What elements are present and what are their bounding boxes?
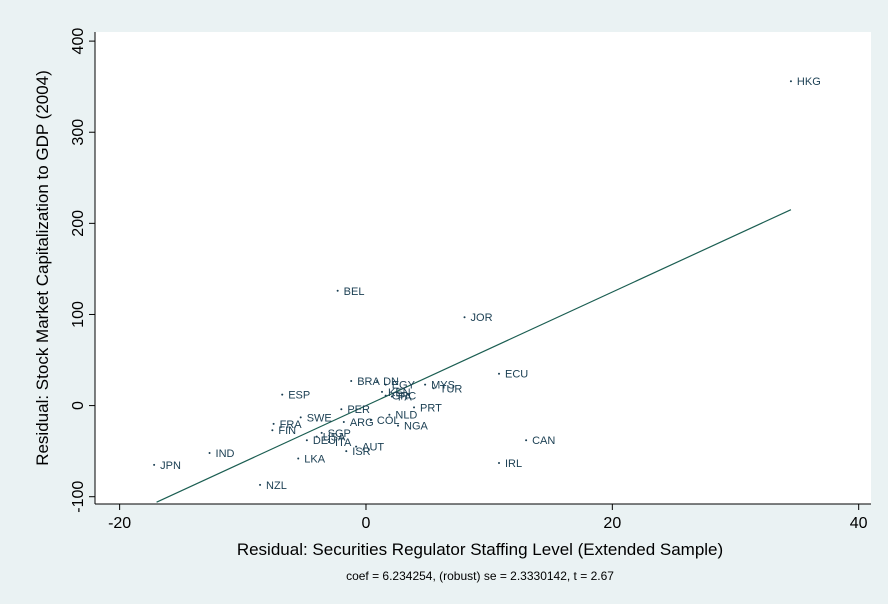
point-label: CAN	[532, 435, 555, 447]
regression-note: coef = 6.234254, (robust) se = 2.3330142…	[346, 569, 614, 583]
point-label: ECU	[505, 369, 528, 381]
data-point	[342, 420, 345, 423]
data-point	[153, 463, 156, 466]
x-tick-label: 0	[362, 515, 371, 532]
data-point	[525, 439, 528, 442]
data-point	[376, 379, 379, 382]
data-point	[336, 289, 339, 292]
x-tick-label: -20	[108, 515, 131, 532]
data-point	[432, 387, 435, 390]
point-label: HKG	[797, 76, 821, 88]
y-tick-label: 400	[70, 28, 87, 55]
x-tick-label: 40	[850, 515, 868, 532]
data-point	[345, 450, 348, 453]
data-point	[498, 461, 501, 464]
fit-line	[156, 209, 792, 503]
point-label: ITA	[335, 437, 352, 449]
x-axis-title: Residual: Securities Regulator Staffing …	[237, 540, 723, 559]
data-point	[388, 413, 391, 416]
x-tick-label: 20	[603, 515, 621, 532]
data-point	[380, 390, 383, 393]
y-tick-label: -100	[70, 481, 87, 513]
data-point	[384, 383, 387, 386]
data-point	[272, 422, 275, 425]
x-axis-ticks: -20 0 20 40	[108, 504, 868, 532]
data-point	[328, 441, 331, 444]
point-label: COL	[377, 415, 400, 427]
y-axis-ticks: -100 0 100 200 300 400	[70, 28, 95, 513]
point-label: BEL	[344, 286, 365, 298]
data-point	[315, 435, 318, 438]
data-point	[208, 451, 211, 454]
point-label: TUR	[440, 383, 463, 395]
point-label: PRT	[420, 402, 442, 414]
data-point	[355, 445, 358, 448]
point-label: DEU	[313, 435, 336, 447]
point-label: ARG	[350, 417, 374, 429]
y-tick-label: 200	[70, 210, 87, 237]
data-point	[340, 408, 343, 411]
y-tick-label: 100	[70, 301, 87, 328]
point-label: LKA	[304, 453, 325, 465]
point-label: NZL	[266, 480, 287, 492]
data-point	[299, 416, 302, 419]
point-label: SWE	[307, 412, 332, 424]
y-tick-label: 0	[70, 401, 87, 410]
point-label: FIN	[278, 425, 296, 437]
point-label: JOR	[471, 312, 493, 324]
data-point	[384, 394, 387, 397]
point-label: FRA	[280, 419, 303, 431]
data-point	[463, 316, 466, 319]
data-point	[297, 457, 300, 460]
plot-area	[95, 32, 871, 504]
data-point	[305, 439, 308, 442]
point-label: PER	[347, 404, 370, 416]
point-label: ISR	[352, 446, 370, 458]
point-label: EGY	[392, 380, 416, 392]
point-label: NGA	[404, 421, 429, 433]
data-point	[259, 483, 262, 486]
point-label: JPN	[160, 460, 181, 472]
data-point	[424, 383, 427, 386]
point-label: SGP	[328, 428, 351, 440]
point-label: IRL	[505, 458, 522, 470]
point-label: KEN	[388, 387, 411, 399]
data-point	[350, 379, 353, 382]
point-label: BRA	[357, 376, 380, 388]
data-point	[320, 431, 323, 434]
data-point	[271, 429, 274, 432]
data-point	[369, 419, 372, 422]
point-label: USA	[323, 432, 346, 444]
data-point	[390, 395, 393, 398]
point-label: DN	[383, 376, 399, 388]
point-label: IND	[216, 448, 235, 460]
point-label: PA	[398, 391, 413, 403]
data-point	[498, 372, 501, 375]
data-point	[413, 406, 416, 409]
data-point	[397, 424, 400, 427]
data-point	[789, 80, 792, 83]
y-axis-title: Residual: Stock Market Capitalization to…	[33, 70, 52, 466]
point-label: GRC	[392, 391, 417, 403]
data-point	[281, 393, 284, 396]
y-tick-label: 300	[70, 119, 87, 146]
point-label: AUT	[362, 442, 384, 454]
point-label: ESP	[288, 390, 310, 402]
point-label: MYS	[431, 380, 455, 392]
point-label: NLD	[395, 410, 417, 422]
